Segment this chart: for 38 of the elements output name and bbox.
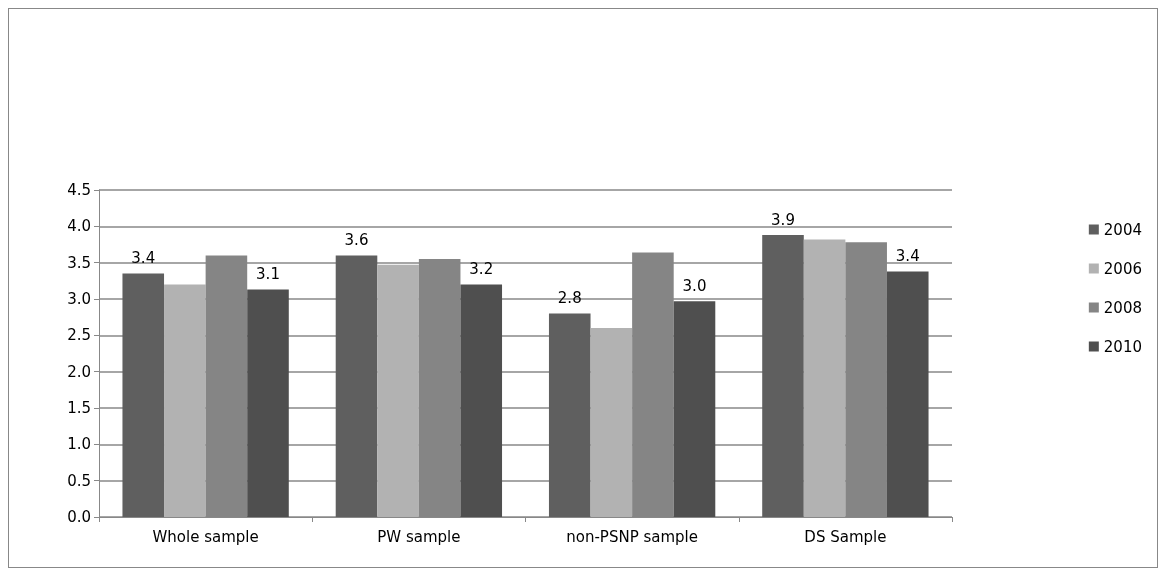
- y-tick-label: 2.5: [67, 326, 91, 345]
- x-tick-label: Whole sample: [152, 527, 259, 546]
- bar: [460, 284, 503, 517]
- data-label: 3.9: [771, 210, 795, 229]
- bar: [548, 313, 591, 517]
- data-label: 3.0: [682, 276, 707, 295]
- y-tick-label: 1.0: [67, 435, 91, 454]
- bar: [803, 239, 846, 517]
- data-label: 3.1: [256, 265, 280, 284]
- y-tick-label: 0.5: [67, 471, 91, 490]
- y-tick-label: 1.5: [67, 399, 91, 417]
- data-label: 2.8: [557, 289, 582, 308]
- y-tick-label: 0.0: [67, 508, 91, 526]
- y-tick-label: 2.0: [67, 362, 91, 381]
- y-tick-label: 4.0: [67, 217, 91, 236]
- data-label: 3.4: [131, 249, 156, 268]
- bar: [590, 328, 633, 517]
- data-label: 3.2: [469, 259, 494, 278]
- y-tick-label: 3.0: [67, 290, 91, 308]
- y-tick-label: 4.5: [67, 181, 91, 199]
- bar: [377, 264, 419, 517]
- bar: [762, 235, 804, 517]
- bar: [335, 255, 378, 517]
- legend-label: 2004: [1103, 220, 1143, 239]
- data-label: 3.6: [344, 230, 369, 249]
- legend-label: 2006: [1103, 259, 1143, 278]
- bar: [122, 273, 165, 517]
- bar: [164, 284, 206, 517]
- x-tick-label: DS Sample: [804, 527, 887, 546]
- x-tick-label: non-PSNP sample: [566, 527, 698, 546]
- bar: [886, 271, 929, 517]
- data-label: 3.4: [895, 246, 920, 265]
- bar: [673, 301, 716, 517]
- bar: [247, 289, 289, 517]
- y-tick-label: 3.5: [67, 253, 91, 272]
- x-tick-label: PW sample: [377, 527, 461, 546]
- legend-label: 2008: [1103, 298, 1143, 317]
- legend-label: 2010: [1103, 337, 1143, 356]
